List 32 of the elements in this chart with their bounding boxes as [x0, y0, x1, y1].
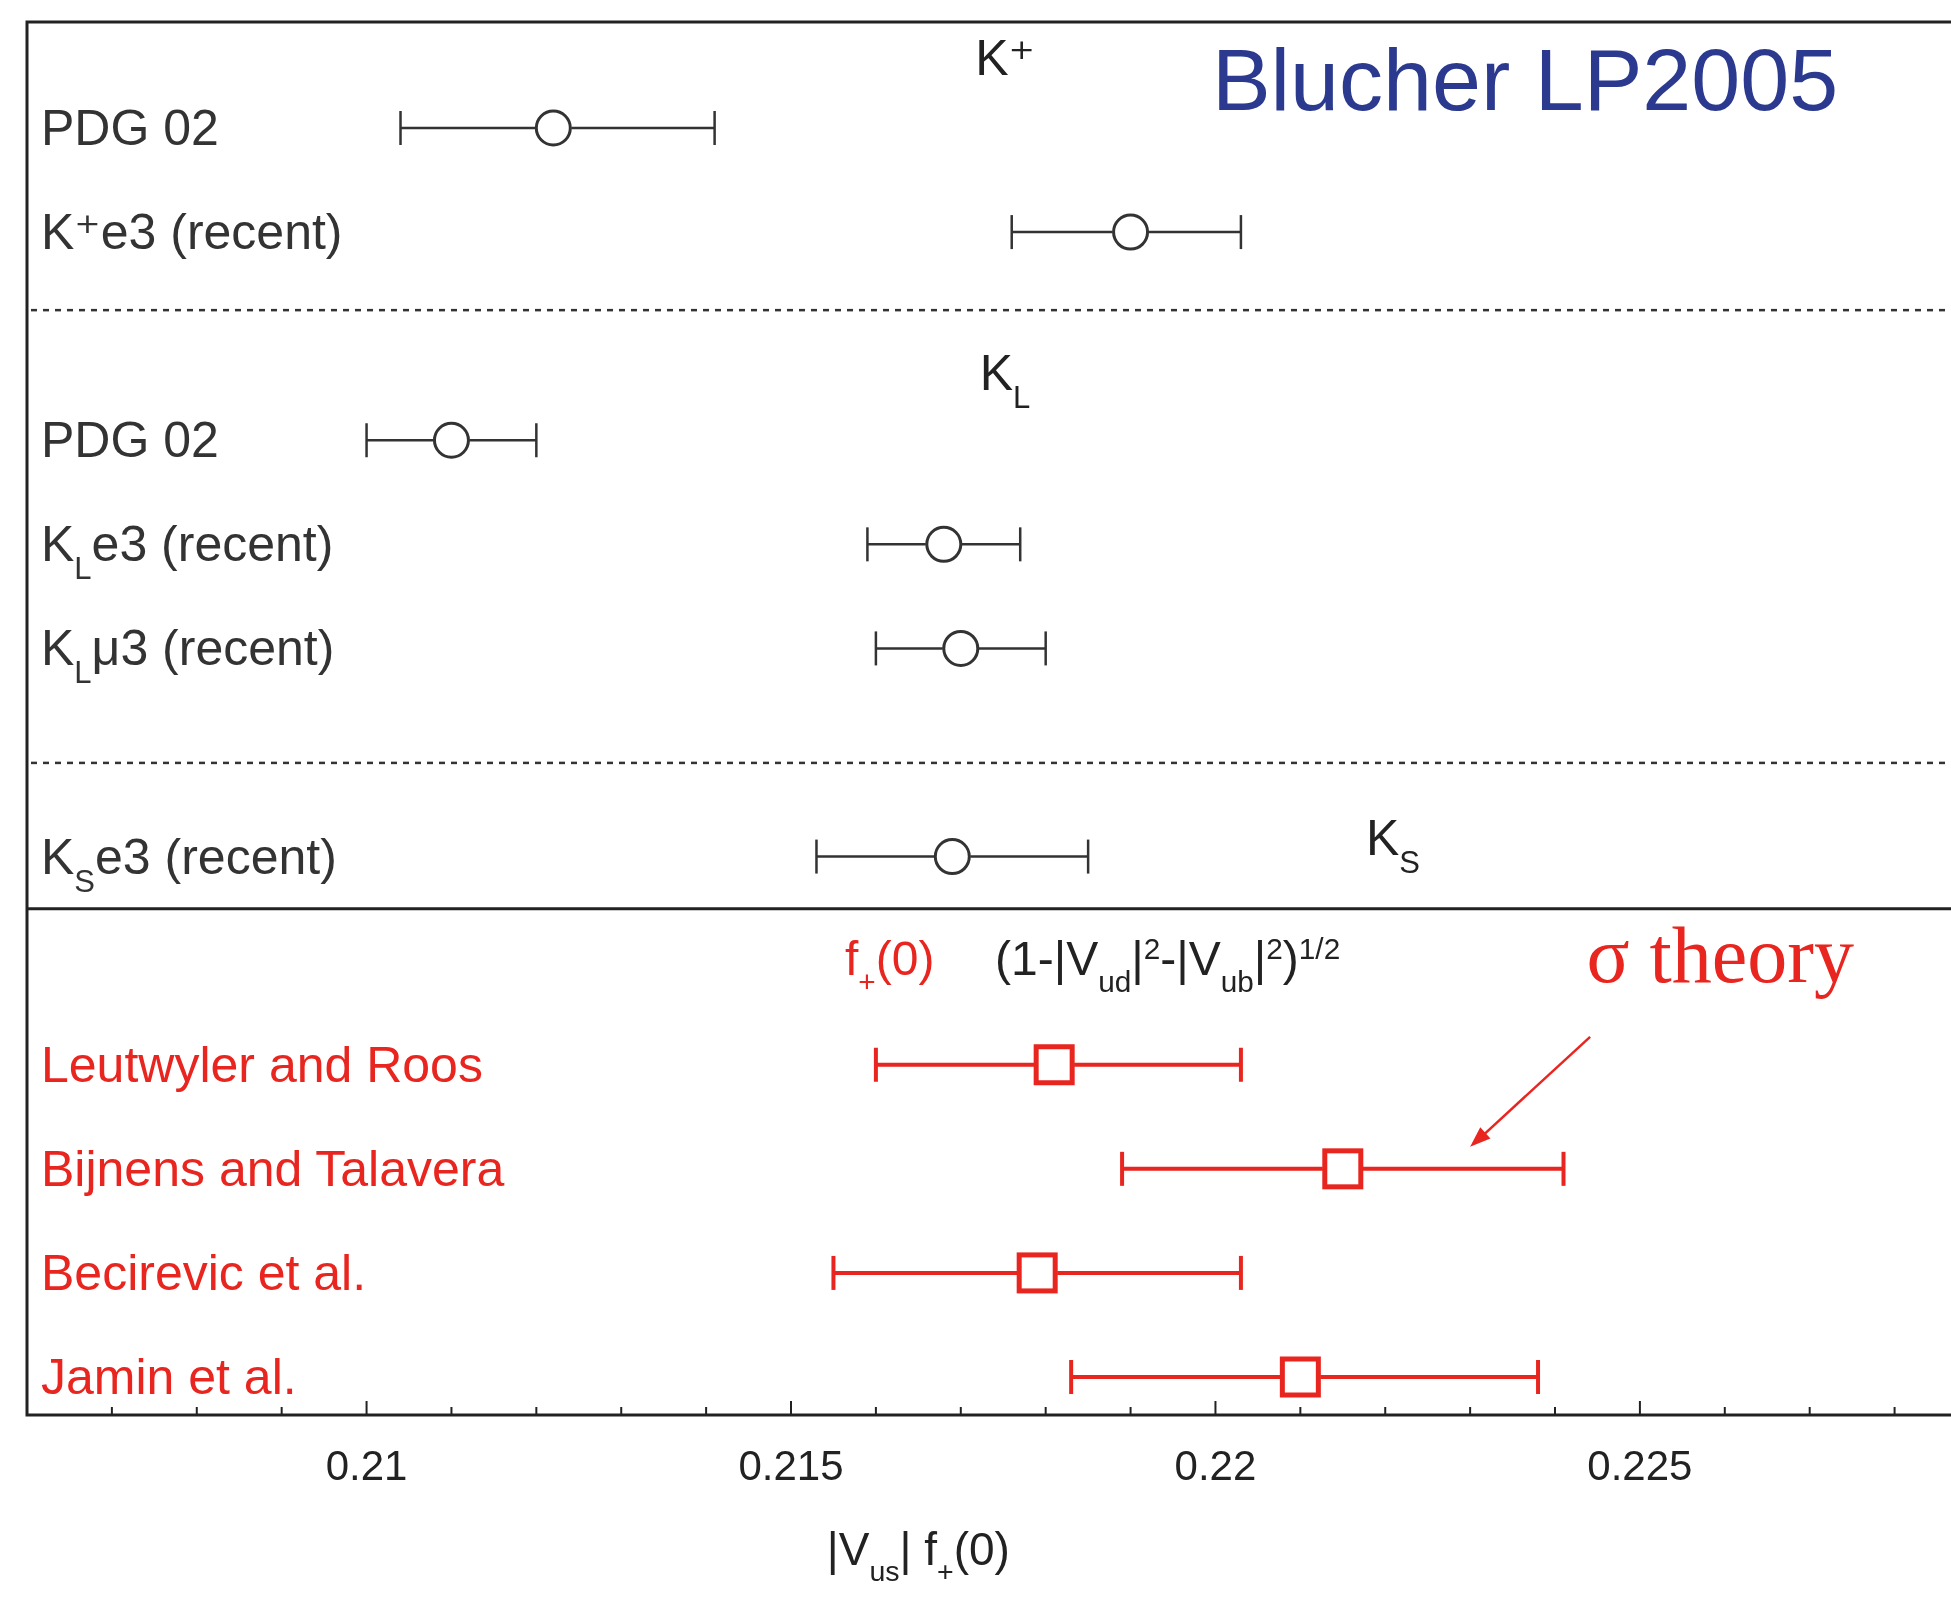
- x-tick-label: 0.21: [325, 1442, 408, 1489]
- point: [1112, 213, 1150, 251]
- annotation: K⁺: [975, 30, 1035, 86]
- point: [933, 838, 971, 876]
- text: (1-|V$_{ud}$|$^{2}$-|V$_{ub}$|$^{2}$)$^{1/2}$: [995, 931, 1341, 998]
- y-tick-label: Leutwyler and Roos: [41, 1036, 483, 1093]
- point: [1279, 1356, 1321, 1398]
- x-tick-label: 0.215: [738, 1442, 844, 1489]
- x-axis-title: |V$_{us}$| f$_{+}$(0): [826, 1523, 1010, 1587]
- annotation: K$_{L}$: [979, 345, 1031, 415]
- y-tick-label: PDG 02: [41, 100, 219, 156]
- y-tick-label: K⁺e3 (recent): [41, 204, 343, 261]
- annotation: f$_{+}$(0): [845, 932, 935, 998]
- y-tick-label: K$_{S}$e3 (recent): [41, 828, 337, 899]
- point: [534, 109, 572, 147]
- y-tick-label: PDG 02: [41, 412, 219, 469]
- point: [1322, 1148, 1364, 1190]
- point: [1016, 1252, 1058, 1294]
- y-tick-label: K$_{L}$μ3 (recent): [41, 620, 335, 690]
- x-tick-label: 0.225: [1587, 1442, 1693, 1489]
- point: [1033, 1044, 1075, 1086]
- annotation: K$_{S}$: [1365, 810, 1421, 880]
- y-tick-label: Becirevic et al.: [41, 1244, 367, 1301]
- y-tick-label: Bijnens and Talavera: [41, 1140, 505, 1197]
- point: [925, 525, 963, 563]
- y-tick-label: K$_{L}$e3 (recent): [41, 516, 334, 586]
- annotation: Blucher LP2005: [1211, 30, 1839, 129]
- annotation: σ theory: [1586, 910, 1854, 999]
- point: [432, 421, 470, 459]
- x-tick-label: 0.22: [1174, 1442, 1257, 1489]
- point: [942, 629, 980, 667]
- y-tick-label: Jamin et al.: [41, 1349, 297, 1405]
